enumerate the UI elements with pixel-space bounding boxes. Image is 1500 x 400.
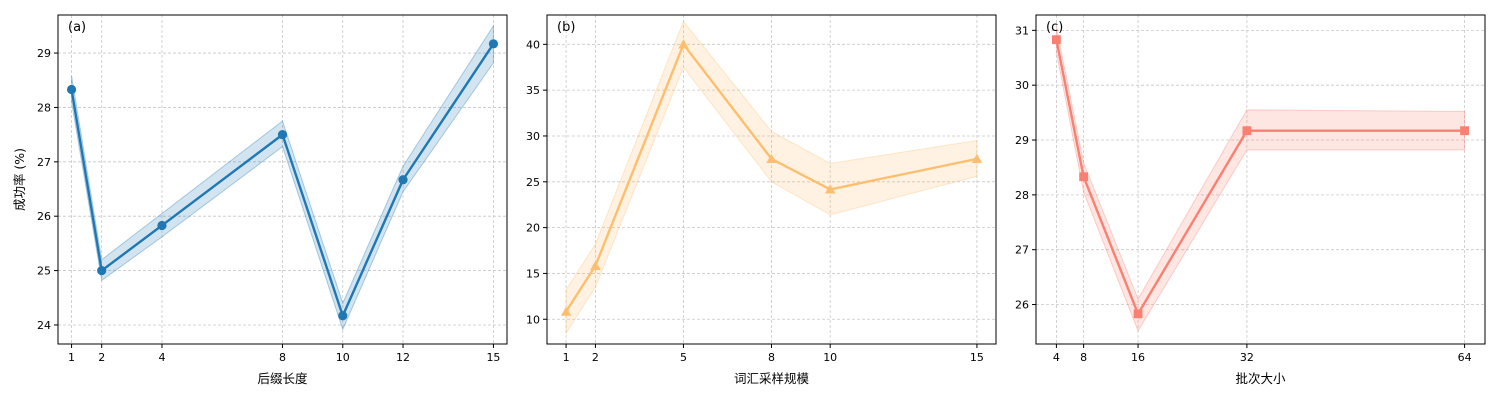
data-point (560, 306, 572, 316)
y-tick-label: 10 (526, 313, 540, 326)
data-point (157, 220, 167, 231)
x-tick-label: 4 (158, 351, 165, 364)
y-tick-label: 29 (1015, 134, 1029, 147)
data-point (277, 130, 288, 140)
confidence-band (565, 20, 978, 335)
data-point (66, 84, 77, 95)
y-ticks-a: 24 25 26 27 28 29 (37, 47, 58, 332)
x-tick-label: 16 (1131, 351, 1145, 364)
y-tick-label: 35 (526, 84, 540, 97)
series-line-a (70, 43, 495, 317)
x-tick-label: 8 (768, 351, 775, 364)
x-tick-label: 15 (486, 351, 500, 364)
y-tick-label: 30 (1015, 79, 1029, 92)
y-tick-label: 26 (1015, 299, 1029, 312)
y-tick-label: 40 (526, 38, 540, 51)
data-point (97, 265, 107, 276)
y-tick-label: 26 (37, 210, 51, 223)
plot-frame-c (1035, 14, 1486, 345)
x-ticks-b: 1 2 5 8 10 15 (563, 344, 984, 364)
data-point (488, 39, 499, 49)
y-ticks-c: 26 27 28 29 30 31 (1015, 24, 1036, 312)
markers-b (560, 39, 983, 316)
panel-tag-b: (b) (557, 20, 575, 35)
data-point (824, 184, 836, 194)
confidence-band-c (1055, 27, 1466, 332)
y-tick-label: 24 (37, 319, 51, 332)
panel-tag-c: (c) (1046, 20, 1063, 35)
confidence-band (1055, 27, 1466, 332)
confidence-band-b (565, 20, 978, 335)
grid-c (1036, 15, 1485, 344)
x-tick-label: 5 (680, 351, 687, 364)
y-axis-label-a: 成功率 (%) (12, 148, 27, 211)
y-ticks-b: 10 15 20 25 30 35 40 (526, 38, 547, 326)
x-tick-label: 8 (1080, 351, 1087, 364)
x-tick-label: 8 (279, 351, 286, 364)
x-tick-label: 2 (592, 351, 599, 364)
y-tick-label: 28 (1015, 189, 1029, 202)
x-tick-label: 2 (98, 351, 105, 364)
y-tick-label: 30 (526, 130, 540, 143)
data-point (678, 39, 689, 49)
data-point (398, 175, 408, 185)
data-point (971, 153, 983, 164)
data-point (1079, 172, 1089, 182)
x-ticks-c: 4 8 16 32 64 (1053, 344, 1472, 364)
y-tick-label: 28 (37, 101, 51, 114)
panel-c: 4 8 16 32 64 26 27 28 29 30 31 (c) 批次大小 (1015, 14, 1486, 386)
data-point (1052, 35, 1061, 45)
x-axis-label-b: 词汇采样规模 (734, 371, 810, 386)
series-line (565, 43, 978, 313)
y-tick-label: 25 (526, 176, 540, 189)
x-tick-label: 32 (1240, 351, 1254, 364)
series-line-b (565, 43, 978, 313)
data-point (590, 260, 601, 270)
x-axis-label-c: 批次大小 (1235, 371, 1286, 386)
confidence-band-a (71, 24, 494, 331)
x-axis-label-a: 后缀长度 (257, 371, 308, 386)
plot-frame-a (57, 14, 508, 345)
y-tick-label: 31 (1015, 24, 1029, 37)
x-ticks-a: 1 2 4 8 10 12 15 (68, 344, 500, 364)
markers-a (66, 39, 499, 321)
x-tick-label: 15 (970, 351, 984, 364)
data-point (1460, 126, 1469, 136)
x-tick-label: 1 (68, 351, 75, 364)
y-tick-label: 27 (37, 156, 51, 169)
x-tick-label: 4 (1053, 351, 1060, 364)
confidence-band (71, 24, 494, 331)
data-point (338, 311, 348, 321)
y-tick-label: 20 (526, 222, 540, 235)
x-tick-label: 10 (336, 351, 350, 364)
x-tick-label: 1 (563, 351, 570, 364)
x-tick-label: 12 (396, 351, 410, 364)
series-line (70, 43, 495, 317)
y-tick-label: 29 (37, 47, 51, 60)
y-tick-label: 15 (526, 267, 540, 280)
panel-tag-a: (a) (68, 20, 86, 35)
x-tick-label: 64 (1458, 351, 1472, 364)
data-point (1242, 126, 1252, 136)
markers-c (1052, 35, 1469, 319)
y-tick-label: 25 (37, 265, 51, 278)
data-point (766, 153, 777, 164)
y-tick-label: 27 (1015, 244, 1029, 257)
data-point (1133, 309, 1143, 319)
grid-a (58, 15, 507, 344)
x-tick-label: 10 (823, 351, 837, 364)
